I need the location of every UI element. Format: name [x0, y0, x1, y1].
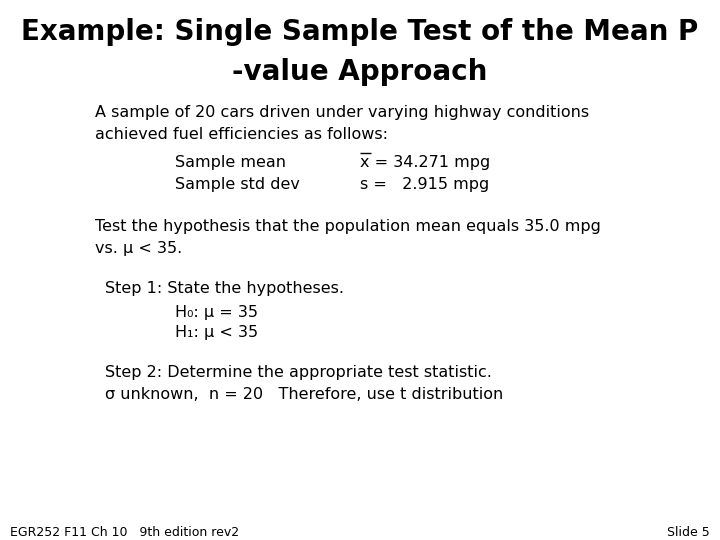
Text: EGR252 F11 Ch 10   9th edition rev2: EGR252 F11 Ch 10 9th edition rev2	[10, 526, 239, 539]
Text: s =   2.915 mpg: s = 2.915 mpg	[360, 177, 490, 192]
Text: Sample mean: Sample mean	[175, 155, 286, 170]
Text: σ unknown,  n = 20   Therefore, use t distribution: σ unknown, n = 20 Therefore, use t distr…	[105, 387, 503, 402]
Text: Test the hypothesis that the population mean equals 35.0 mpg: Test the hypothesis that the population …	[95, 219, 601, 234]
Text: H₀: μ = 35: H₀: μ = 35	[175, 305, 258, 320]
Text: Step 1: State the hypotheses.: Step 1: State the hypotheses.	[105, 281, 344, 296]
Text: Step 2: Determine the appropriate test statistic.: Step 2: Determine the appropriate test s…	[105, 365, 492, 380]
Text: H₁: μ < 35: H₁: μ < 35	[175, 325, 258, 340]
Text: vs. μ < 35.: vs. μ < 35.	[95, 241, 182, 256]
Text: Slide 5: Slide 5	[667, 526, 710, 539]
Text: x = 34.271 mpg: x = 34.271 mpg	[360, 155, 490, 170]
Text: Example: Single Sample Test of the Mean P: Example: Single Sample Test of the Mean …	[22, 18, 698, 46]
Text: achieved fuel efficiencies as follows:: achieved fuel efficiencies as follows:	[95, 127, 388, 142]
Text: Sample std dev: Sample std dev	[175, 177, 300, 192]
Text: -value Approach: -value Approach	[233, 58, 487, 86]
Text: A sample of 20 cars driven under varying highway conditions: A sample of 20 cars driven under varying…	[95, 105, 589, 120]
